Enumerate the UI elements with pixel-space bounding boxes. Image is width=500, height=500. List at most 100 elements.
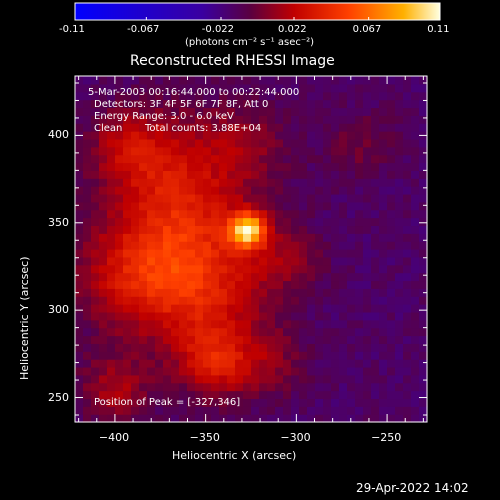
heatmap-cell [115, 123, 124, 132]
heatmap-cell [307, 83, 316, 93]
heatmap-cell [275, 351, 284, 360]
heatmap-cell [251, 217, 260, 227]
heatmap-cell [227, 382, 236, 392]
heatmap-cell [355, 366, 364, 376]
heatmap-cell [363, 288, 372, 297]
heatmap-cell [299, 123, 308, 132]
heatmap-cell [291, 154, 300, 164]
heatmap-cell [147, 233, 156, 242]
heatmap-cell [91, 296, 100, 305]
heatmap-cell [267, 406, 276, 415]
heatmap-cell [187, 83, 196, 93]
heatmap-cell [371, 414, 380, 423]
heatmap-cell [203, 99, 212, 109]
heatmap-cell [187, 76, 196, 85]
heatmap-cell [251, 335, 260, 344]
heatmap-cell [395, 107, 404, 116]
heatmap-cell [243, 107, 252, 116]
heatmap-cell [371, 225, 380, 234]
heatmap-cell [299, 146, 308, 156]
heatmap-cell [347, 296, 356, 305]
heatmap-cell [259, 99, 268, 109]
heatmap-cell [259, 343, 268, 352]
heatmap-cell [291, 272, 300, 282]
heatmap-cell [411, 351, 420, 360]
heatmap-cell [307, 327, 316, 337]
heatmap-cell [155, 374, 164, 384]
heatmap-cell [371, 201, 380, 211]
heatmap-cell [99, 280, 108, 289]
heatmap-cell [107, 398, 116, 407]
heatmap-cell [347, 76, 356, 85]
heatmap-cell [107, 382, 116, 392]
heatmap-cell [347, 233, 356, 242]
heatmap-cell [235, 280, 244, 289]
heatmap-cell [171, 327, 180, 337]
heatmap-cell [147, 304, 156, 313]
heatmap-cell [267, 343, 276, 352]
heatmap-cell [363, 217, 372, 227]
heatmap-cell [323, 398, 332, 407]
heatmap-cell [403, 76, 412, 85]
heatmap-cell [83, 272, 92, 282]
heatmap-cell [299, 304, 308, 313]
heatmap-cell [91, 170, 100, 179]
heatmap-cell [91, 91, 100, 101]
heatmap-cell [259, 193, 268, 203]
heatmap-cell [403, 311, 412, 321]
heatmap-cell [179, 193, 188, 203]
heatmap-cell [91, 99, 100, 109]
energy-range-text: Energy Range: 3.0 - 6.0 keV [94, 111, 234, 122]
heatmap-cell [395, 99, 404, 109]
heatmap-cell [211, 225, 220, 234]
heatmap-cell [275, 398, 284, 407]
heatmap-cell [163, 304, 172, 313]
heatmap-cell [291, 170, 300, 179]
heatmap-cell [83, 154, 92, 164]
heatmap-cell [331, 217, 340, 227]
heatmap-cell [251, 390, 260, 400]
heatmap-cell [315, 296, 324, 305]
heatmap-cell [315, 201, 324, 211]
heatmap-cell [355, 131, 364, 140]
heatmap-cell [163, 366, 172, 376]
heatmap-cell [91, 359, 100, 368]
heatmap-cell [123, 201, 132, 211]
heatmap-cell [355, 146, 364, 156]
heatmap-cell [115, 280, 124, 289]
heatmap-cell [363, 280, 372, 289]
heatmap-cell [179, 233, 188, 242]
heatmap-cell [291, 335, 300, 344]
heatmap-cell [411, 138, 420, 148]
heatmap-cell [339, 138, 348, 148]
heatmap-cell [315, 138, 324, 148]
heatmap-cell [155, 335, 164, 344]
heatmap-cell [283, 209, 292, 219]
heatmap-cell [291, 264, 300, 274]
heatmap-cell [219, 288, 228, 297]
heatmap-cell [171, 319, 180, 329]
heatmap-cell [83, 359, 92, 368]
heatmap-cell [123, 398, 132, 407]
heatmap-cell [371, 76, 380, 85]
heatmap-cell [123, 162, 132, 171]
heatmap-cell [307, 193, 316, 203]
heatmap-cell [323, 366, 332, 376]
heatmap-cell [179, 209, 188, 219]
heatmap-cell [347, 311, 356, 321]
heatmap-cell [251, 146, 260, 156]
heatmap-cell [259, 146, 268, 156]
heatmap-cell [219, 146, 228, 156]
heatmap-cell [331, 233, 340, 242]
heatmap-cell [267, 76, 276, 85]
heatmap-cell [395, 170, 404, 179]
heatmap-cell [323, 99, 332, 109]
heatmap-cell [179, 170, 188, 179]
heatmap-cell [339, 186, 348, 195]
heatmap-cell [107, 327, 116, 337]
heatmap-cell [291, 311, 300, 321]
heatmap-cell [339, 264, 348, 274]
heatmap-cell [363, 83, 372, 93]
heatmap-cell [211, 91, 220, 101]
